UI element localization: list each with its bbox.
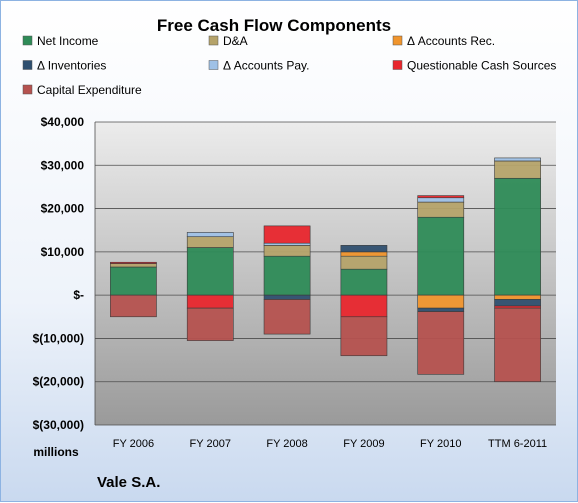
x-tick-label: FY 2010: [420, 438, 461, 450]
legend-label: Net Income: [37, 34, 99, 48]
bar-segment-capital-expenditure: [340, 316, 388, 357]
bar-segment-d-a: [340, 255, 388, 270]
plot-area: [95, 122, 556, 425]
legend-swatch: [392, 35, 403, 46]
bar-segment-capital-expenditure: [417, 311, 465, 375]
y-tick-label: $30,000: [41, 158, 85, 172]
x-tick-label: FY 2009: [343, 438, 384, 450]
bar-stack-fy-2009: [340, 245, 388, 357]
legend-item-accounts-pay: Δ Accounts Pay.: [208, 59, 310, 73]
gridlines: [94, 121, 556, 426]
legend-item-inventories: Δ Inventories: [22, 59, 106, 73]
legend-item-capital-expenditure: Capital Expenditure: [22, 83, 142, 97]
bar-stack-fy-2008: [263, 225, 311, 335]
y-tick-label: $40,000: [41, 115, 85, 129]
bar-stack-ttm-6-2011: [494, 157, 541, 383]
legend-swatch: [392, 60, 403, 70]
bar-segment-accounts-pay: [417, 197, 465, 203]
bar-segment-d-a: [494, 160, 541, 179]
legend-item-d-a: D&A: [208, 34, 248, 48]
legend-swatch: [22, 60, 33, 70]
bar-segment-questionable-cash-sources: [263, 225, 311, 244]
bar-segment-net-income: [263, 255, 311, 296]
y-tick-label: $20,000: [41, 202, 85, 216]
bar-segment-accounts-pay: [263, 242, 311, 246]
bar-segment-accounts-pay: [494, 157, 541, 162]
bar-segment-d-a: [110, 263, 157, 268]
bar-segment-inventories: [494, 299, 541, 307]
legend-label: Δ Accounts Pay.: [223, 59, 310, 73]
bar-segment-inventories: [417, 307, 465, 312]
x-tick-label: TTM 6-2011: [488, 438, 547, 450]
unit-label: millions: [33, 445, 79, 459]
bar-segment-d-a: [186, 236, 234, 248]
y-tick-label: $(30,000): [33, 418, 84, 432]
x-axis-ticks: FY 2006 FY 2007 FY 2008 FY 2009 FY 2010 TTM 6…: [113, 438, 547, 450]
bar-segment-questionable-cash-sources: [417, 195, 465, 199]
legend-label: Capital Expenditure: [37, 83, 142, 97]
bar-segment-net-income: [340, 268, 388, 296]
bar-stack-fy-2006: [110, 261, 157, 318]
bar-segment-questionable-cash-sources: [340, 294, 388, 318]
bar-segment-accounts-rec: [494, 294, 541, 300]
legend-item-net-income: Net Income: [22, 34, 99, 48]
bar-segment-accounts-rec: [340, 251, 388, 257]
bar-stack-fy-2010: [417, 195, 465, 375]
y-axis-ticks: $40,000 $30,000 $20,000 $10,000 $- $(10,000) $…: [33, 115, 85, 432]
legend-swatch: [22, 84, 33, 95]
bar-segment-capital-expenditure: [263, 299, 311, 335]
legend-swatch: [208, 60, 219, 70]
bar-segment-capital-expenditure: [110, 294, 157, 318]
x-tick-label: FY 2007: [190, 438, 231, 450]
legend-label: Δ Inventories: [37, 59, 106, 73]
bar-segment-inventories: [263, 294, 311, 300]
x-tick-label: FY 2008: [266, 438, 307, 450]
bar-segment-inventories: [340, 245, 388, 253]
bar-segment-questionable-cash-sources: [110, 261, 157, 264]
bar-stacks: [110, 157, 541, 383]
y-tick-label: $(10,000): [33, 331, 84, 345]
bar-segment-capital-expenditure: [186, 307, 234, 341]
legend-item-questionable-cash-sources: Questionable Cash Sources: [392, 59, 556, 73]
legend-label: D&A: [223, 34, 248, 48]
bar-segment-net-income: [110, 266, 157, 296]
y-tick-label: $10,000: [41, 245, 85, 259]
legend-label: Δ Accounts Rec.: [407, 34, 495, 48]
y-tick-label: $(20,000): [33, 375, 84, 389]
bar-segment-capital-expenditure: [494, 307, 541, 383]
legend-swatch: [22, 35, 33, 46]
bar-stack-fy-2007: [186, 232, 234, 341]
bar-segment-net-income: [186, 247, 234, 296]
bar-segment-accounts-rec: [417, 294, 465, 309]
company-name: Vale S.A.: [97, 474, 160, 491]
legend-swatch: [208, 35, 219, 46]
legend: Net Income D&A Δ Accounts Rec. Δ Inventorie…: [22, 34, 556, 97]
bar-segment-d-a: [263, 245, 311, 257]
bar-segment-questionable-cash-sources: [186, 294, 234, 309]
bar-segment-net-income: [417, 216, 465, 296]
chart-title: Free Cash Flow Components: [157, 16, 391, 35]
legend-label: Questionable Cash Sources: [407, 59, 556, 73]
y-tick-label: $-: [73, 288, 84, 302]
x-tick-label: FY 2006: [113, 438, 154, 450]
bar-segment-d-a: [417, 201, 465, 218]
bar-segment-net-income: [494, 177, 541, 296]
legend-item-accounts-rec: Δ Accounts Rec.: [392, 34, 495, 48]
bar-segment-questionable-cash-sources: [494, 305, 541, 309]
bar-segment-accounts-pay: [186, 232, 234, 238]
